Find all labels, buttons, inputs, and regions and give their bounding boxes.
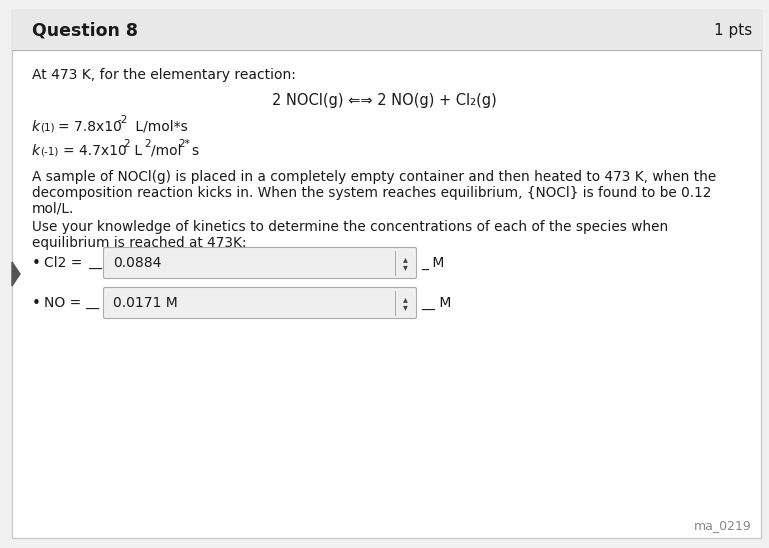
Text: _ M: _ M xyxy=(421,256,444,270)
Text: __ M: __ M xyxy=(421,296,451,310)
Text: (1): (1) xyxy=(40,122,55,132)
Text: equilibrium is reached at 473K:: equilibrium is reached at 473K: xyxy=(32,236,247,250)
Text: At 473 K, for the elementary reaction:: At 473 K, for the elementary reaction: xyxy=(32,68,296,82)
Text: 0.0884: 0.0884 xyxy=(113,256,161,270)
Text: Cl2 =: Cl2 = xyxy=(44,256,82,270)
Text: Question 8: Question 8 xyxy=(32,21,138,39)
FancyBboxPatch shape xyxy=(12,10,761,538)
Text: -2: -2 xyxy=(118,115,128,125)
Text: 2*: 2* xyxy=(178,139,190,149)
Text: (-1): (-1) xyxy=(40,146,58,156)
Text: mol/L.: mol/L. xyxy=(32,202,75,216)
Text: = 4.7x10: = 4.7x10 xyxy=(63,144,127,158)
Text: L: L xyxy=(130,144,142,158)
Text: ma_0219: ma_0219 xyxy=(694,520,752,533)
Text: 0.0171 M: 0.0171 M xyxy=(113,296,178,310)
Text: 2: 2 xyxy=(144,139,151,149)
Text: decomposition reaction kicks in. When the system reaches equilibrium, {NOCl} is : decomposition reaction kicks in. When th… xyxy=(32,186,711,200)
Text: __: __ xyxy=(88,256,102,270)
Text: ▴
▾: ▴ ▾ xyxy=(402,254,408,272)
Text: 1 pts: 1 pts xyxy=(714,22,752,37)
Text: = 7.8x10: = 7.8x10 xyxy=(58,120,122,134)
Text: /mol: /mol xyxy=(151,144,181,158)
Polygon shape xyxy=(12,262,20,286)
Text: 2 NOCl(g) ⇐⇒ 2 NO(g) + Cl₂(g): 2 NOCl(g) ⇐⇒ 2 NO(g) + Cl₂(g) xyxy=(271,93,496,108)
FancyBboxPatch shape xyxy=(104,288,417,318)
Bar xyxy=(12,10,761,50)
Text: L/mol*s: L/mol*s xyxy=(131,120,188,134)
Text: 2: 2 xyxy=(123,139,130,149)
Text: s: s xyxy=(191,144,198,158)
Text: __: __ xyxy=(85,296,99,310)
FancyBboxPatch shape xyxy=(104,248,417,278)
Text: NO =: NO = xyxy=(44,296,82,310)
Text: •: • xyxy=(32,295,41,311)
Text: k: k xyxy=(32,120,40,134)
Text: Use your knowledge of kinetics to determine the concentrations of each of the sp: Use your knowledge of kinetics to determ… xyxy=(32,220,668,234)
Text: ▴
▾: ▴ ▾ xyxy=(402,294,408,312)
Text: •: • xyxy=(32,255,41,271)
Text: A sample of NOCl(g) is placed in a completely empty container and then heated to: A sample of NOCl(g) is placed in a compl… xyxy=(32,170,716,184)
Text: k: k xyxy=(32,144,40,158)
